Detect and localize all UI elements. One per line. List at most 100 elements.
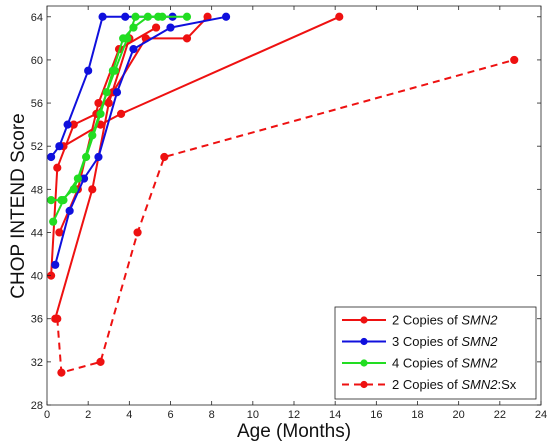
x-tick-label: 4 [126,409,132,421]
data-point [53,314,62,323]
y-tick-label: 48 [31,184,43,196]
data-point [63,120,72,129]
y-tick-label: 56 [31,98,43,110]
series-4-copies-7 [47,12,167,205]
series-layer [47,12,519,377]
legend-label-gene: SMN2 [461,334,498,349]
x-tick-label: 8 [209,409,215,421]
data-point [143,12,152,21]
legend-marker [360,316,368,324]
legend-label: 2 Copies of SMN2:Sx [392,377,517,392]
legend-item: 3 Copies of SMN2 [342,334,498,349]
y-tick-label: 36 [31,314,43,326]
y-axis-title: CHOP INTEND Score [8,113,29,298]
legend-label-prefix: 2 Copies of [392,377,461,392]
x-tick-label: 6 [167,409,173,421]
data-point [166,23,175,32]
data-point [151,23,161,32]
series-3-copies-5 [51,12,231,269]
data-point [129,23,138,32]
data-point [94,98,103,108]
data-point [158,12,167,21]
legend-label-gene: SMN2 [461,356,498,371]
data-point [51,260,60,269]
series-3-copies-4 [47,12,177,162]
legend-marker [360,380,368,389]
legend-label-gene: SMN2 [461,313,498,328]
data-point [510,55,519,65]
data-point [98,12,107,21]
y-tick-label: 28 [31,400,43,412]
legend-item: 4 Copies of SMN2 [342,356,498,371]
data-point [96,357,105,366]
legend-label-prefix: 4 Copies of [392,356,461,371]
data-point [121,12,130,21]
data-point [112,88,122,97]
legend-label-suffix: :Sx [498,377,517,392]
data-point [108,66,117,75]
data-point [65,206,74,215]
x-tick-label: 20 [453,409,465,421]
legend-label-prefix: 3 Copies of [392,334,461,349]
x-tick-label: 2 [85,409,91,421]
y-tick-label: 44 [31,227,43,239]
legend-marker [360,359,368,367]
data-point [182,12,192,21]
data-point [131,12,140,21]
data-point [47,196,56,205]
data-point [47,152,56,162]
y-tick-label: 60 [31,55,43,67]
series-2-copies-sx-8 [53,55,519,377]
legend-label: 4 Copies of SMN2 [392,356,498,371]
series-line [62,15,340,148]
legend-label: 2 Copies of SMN2 [392,313,498,328]
y-tick-label: 64 [31,12,43,24]
x-tick-label: 14 [329,409,341,421]
x-tick-label: 0 [44,409,50,421]
y-tick-label: 40 [31,271,43,283]
series-2-copies-3 [59,12,344,151]
data-point [221,12,231,21]
series-line [54,15,227,266]
data-point [57,368,66,377]
data-point [119,34,128,43]
legend-label: 3 Copies of SMN2 [392,334,498,349]
x-tick-label: 18 [411,409,423,421]
legend-label-gene: SMN2 [461,377,498,392]
x-axis-title: Age (Months) [237,421,351,442]
axes-layer: 0 2 4 6 8 10 12 14 16 18 20 22 242832364044485256606… [31,5,547,421]
legend-label-prefix: 2 Copies of [392,313,461,328]
data-point [53,163,62,172]
data-point [129,45,138,54]
series-line [50,16,209,276]
legend-item: 2 Copies of SMN2:Sx [342,377,517,392]
series-line [56,58,515,374]
x-tick-label: 16 [370,409,382,421]
y-tick-label: 52 [31,141,43,153]
data-point [88,185,97,194]
data-point [117,109,126,118]
x-tick-label: 12 [288,409,300,421]
data-point [182,34,192,43]
data-point [335,12,344,21]
data-point [57,196,66,205]
x-tick-label: 10 [247,409,259,421]
data-point [84,66,93,75]
x-tick-label: 24 [535,409,547,421]
data-point [69,185,78,194]
series-line [51,15,163,202]
legend-item: 2 Copies of SMN2 [342,313,498,328]
x-tick-label: 22 [494,409,506,421]
data-point [55,142,64,151]
legend-marker [360,337,368,346]
data-point [133,228,142,237]
data-point [55,228,64,237]
data-point [94,152,103,162]
data-point [160,152,169,162]
data-point [96,109,105,118]
data-point [49,217,58,226]
data-point [104,98,113,108]
